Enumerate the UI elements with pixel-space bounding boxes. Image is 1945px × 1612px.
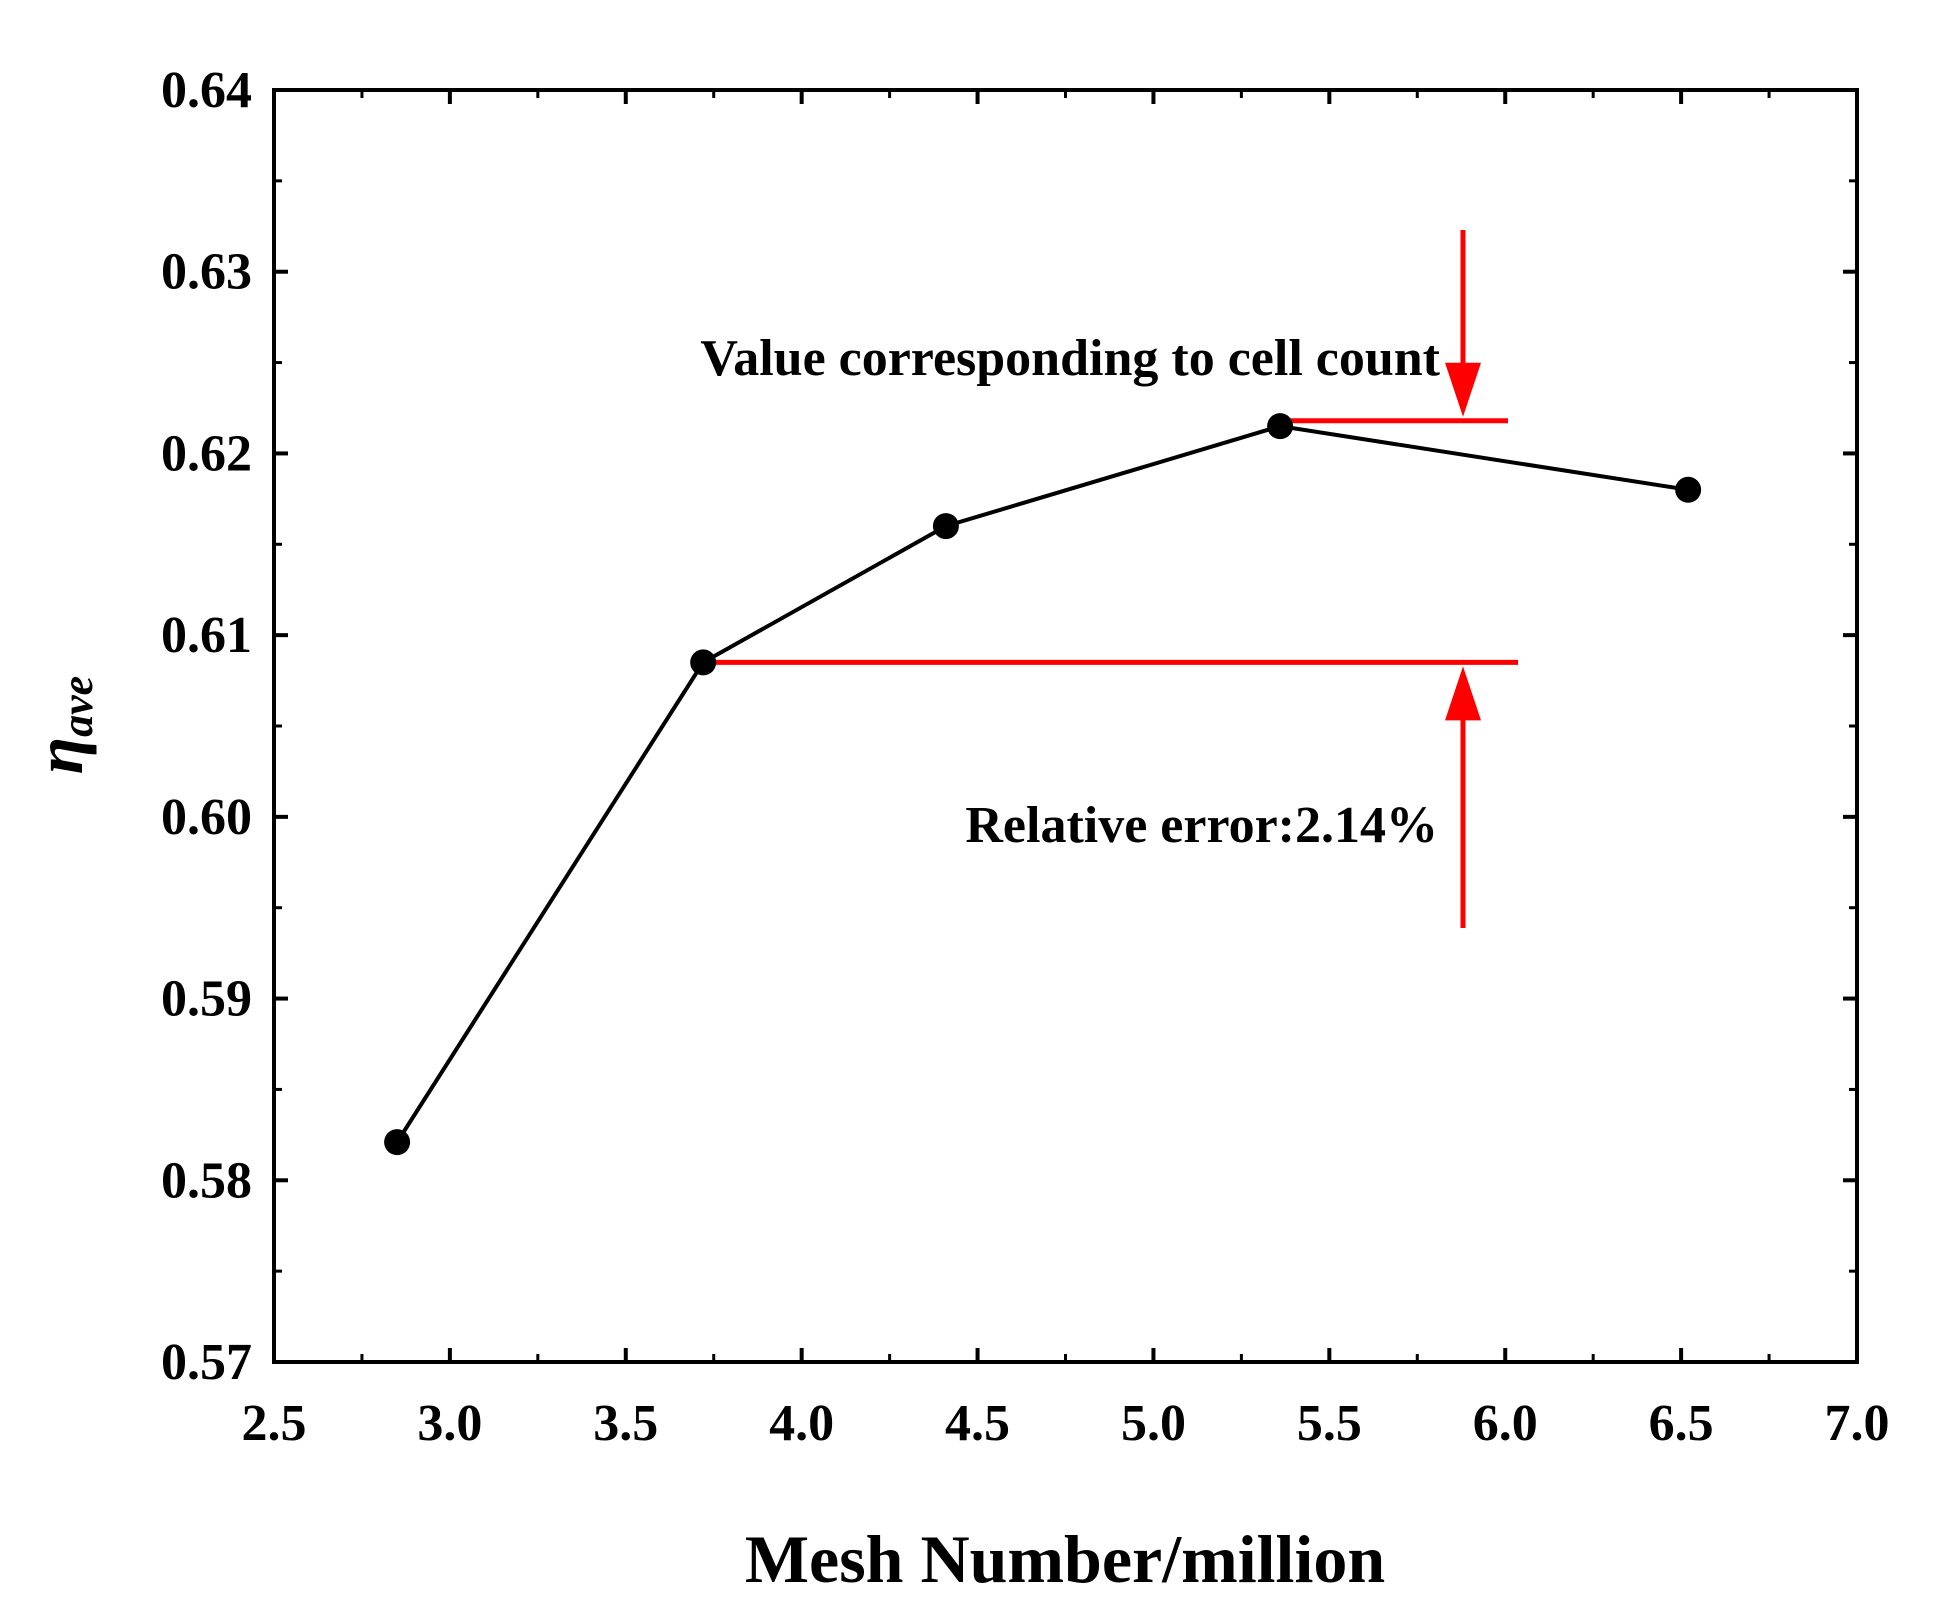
y-axis-subscript: ave: [53, 676, 102, 737]
x-tick-label: 5.5: [1297, 1395, 1362, 1452]
data-series: [384, 413, 1702, 1156]
series-line: [395, 424, 1689, 1144]
data-point: [932, 513, 959, 540]
annotation-bottom-label: Relative error:2.14%: [965, 797, 1438, 854]
data-point: [1267, 413, 1294, 440]
y-tick-label: 0.62: [161, 425, 252, 482]
x-tick-label: 7.0: [1825, 1395, 1890, 1452]
up-arrow-head: [1445, 666, 1482, 721]
y-tick-label: 0.61: [161, 607, 252, 664]
annotation-top-label: Value corresponding to cell count: [700, 330, 1440, 387]
data-point: [384, 1129, 411, 1156]
annotations: Value corresponding to cell count Relativ…: [700, 230, 1519, 928]
x-tick-label: 3.0: [417, 1395, 482, 1452]
axes-frame: [272, 88, 1859, 1364]
x-tick-label: 4.0: [769, 1395, 834, 1452]
y-axis-title: ηave: [21, 676, 102, 774]
data-point: [1675, 476, 1702, 503]
y-axis-symbol: η: [21, 737, 97, 774]
y-tick-label: 0.64: [161, 62, 252, 119]
data-point: [690, 649, 717, 676]
x-axis-title: Mesh Number/million: [745, 1521, 1385, 1597]
plot-frame: [272, 88, 1859, 1364]
y-tick-label: 0.58: [161, 1152, 252, 1209]
x-tick-label: 6.5: [1649, 1395, 1714, 1452]
x-tick-label: 4.5: [945, 1395, 1010, 1452]
y-tick-label: 0.59: [161, 971, 252, 1028]
x-tick-label: 5.0: [1121, 1395, 1186, 1452]
y-tick-label: 0.57: [161, 1334, 252, 1391]
y-tick-label: 0.60: [161, 789, 252, 846]
y-tick-label: 0.63: [161, 244, 252, 301]
axis-ticks: 2.5 3.0 3.5 4.0 4.5 5.0 5.5 6.0 6.5 7.0 0.57 0.58 0.…: [161, 62, 1890, 1452]
x-tick-label: 2.5: [242, 1395, 307, 1452]
x-tick-label: 6.0: [1473, 1395, 1538, 1452]
axis-labels: Mesh Number/million ηave: [21, 676, 1385, 1597]
x-tick-label: 3.5: [593, 1395, 658, 1452]
down-arrow-head: [1445, 362, 1482, 417]
